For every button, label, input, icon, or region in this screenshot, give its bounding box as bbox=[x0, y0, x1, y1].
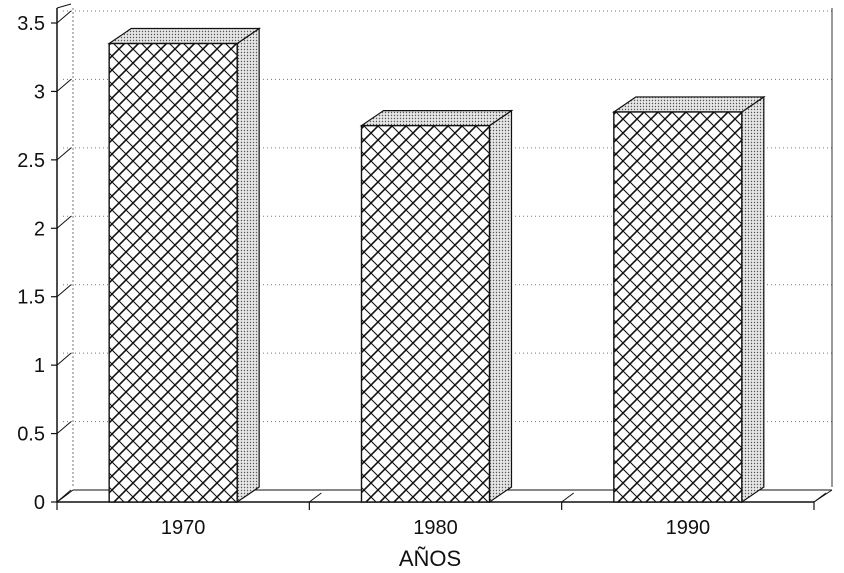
x-tick-depth bbox=[813, 492, 827, 503]
bars bbox=[107, 27, 766, 504]
y-tick-label: 1 bbox=[34, 355, 45, 377]
y-tick-depth bbox=[56, 147, 72, 161]
y-tick-depth bbox=[56, 352, 72, 366]
bar bbox=[359, 109, 514, 504]
bar-side bbox=[741, 95, 765, 504]
x-tick-label: 1970 bbox=[161, 517, 206, 539]
bar-side bbox=[236, 27, 260, 504]
bar-top bbox=[359, 110, 514, 127]
y-axis-top bbox=[56, 3, 72, 9]
bar-front bbox=[108, 42, 238, 503]
bar-top bbox=[107, 27, 262, 45]
y-tick-label: 1.5 bbox=[17, 287, 45, 309]
x-tick-depth bbox=[309, 492, 322, 503]
y-tick-label: 0.5 bbox=[17, 424, 45, 446]
y-tick-depth bbox=[56, 10, 72, 24]
bar-front bbox=[613, 111, 743, 503]
x-tick-depth bbox=[561, 492, 574, 503]
bar-front bbox=[360, 124, 491, 503]
y-tick-label: 2.5 bbox=[17, 150, 45, 172]
y-tick-label: 3.5 bbox=[17, 13, 45, 35]
x-tick-label: 1990 bbox=[666, 517, 711, 539]
y-tick-depth bbox=[56, 421, 72, 434]
bar-side bbox=[488, 109, 513, 504]
x-axis-title: AÑOS bbox=[399, 546, 461, 571]
y-tick-label: 3 bbox=[34, 81, 45, 103]
y-tick-label: 0 bbox=[34, 492, 45, 514]
y-tick-depth bbox=[56, 284, 72, 298]
labels: 0 0.5 1 1.5 2 2.5 3 3.5 1970 1980 1990 AÑOS bbox=[17, 13, 710, 571]
x-tick-depth bbox=[56, 492, 70, 503]
y-tick-label: 2 bbox=[34, 218, 45, 240]
y-tick-depth bbox=[56, 79, 72, 92]
bar-top bbox=[611, 96, 766, 113]
y-tick-depth bbox=[56, 215, 72, 229]
bar bbox=[107, 27, 262, 504]
bar bbox=[611, 95, 766, 504]
x-tick-label: 1980 bbox=[413, 517, 458, 539]
